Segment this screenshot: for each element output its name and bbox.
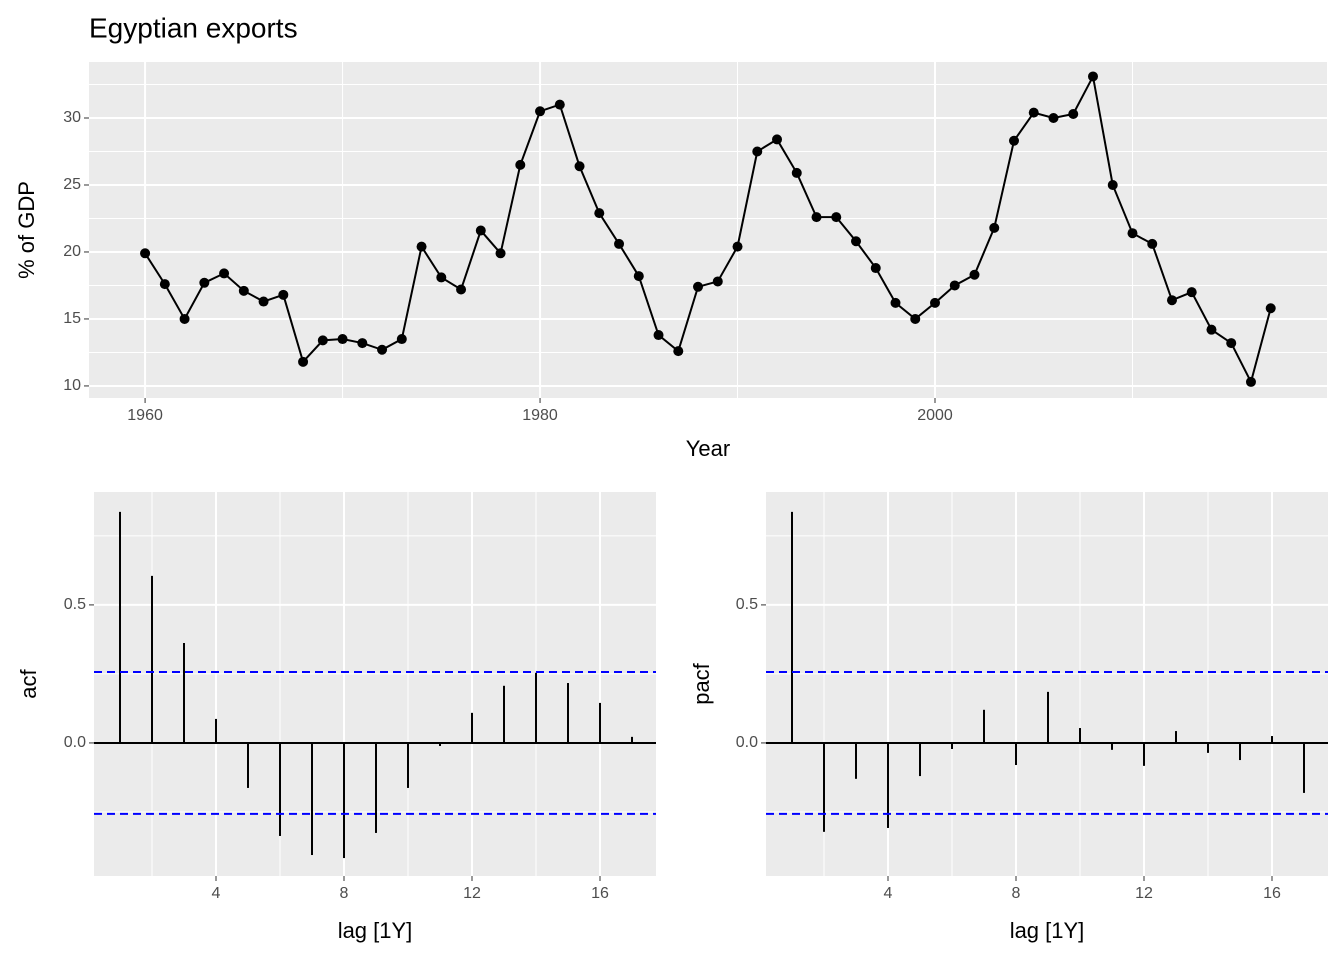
data-point xyxy=(791,167,802,178)
x-tick-label: 12 xyxy=(1135,885,1153,902)
data-point xyxy=(1206,324,1217,335)
data-point xyxy=(930,297,941,308)
data-point xyxy=(1127,228,1138,239)
x-tick-label: 12 xyxy=(463,885,481,902)
y-tick-label: 25 xyxy=(63,176,81,193)
data-point xyxy=(910,313,921,324)
data-point xyxy=(1068,108,1079,119)
data-point xyxy=(140,248,151,259)
data-point xyxy=(752,146,763,157)
y-tick-label: 30 xyxy=(63,109,81,126)
x-tick-label: 8 xyxy=(340,885,349,902)
y-tick-label: 20 xyxy=(63,243,81,260)
data-point xyxy=(594,208,605,219)
data-point xyxy=(772,134,783,145)
y-axis-label: % of GDP xyxy=(14,181,39,279)
x-tick-label: 4 xyxy=(212,885,221,902)
data-point xyxy=(851,236,862,247)
y-axis-label: acf xyxy=(16,668,41,698)
data-line xyxy=(144,73,1272,385)
data-point xyxy=(732,241,743,252)
data-point xyxy=(1245,376,1256,387)
data-point xyxy=(278,289,289,300)
data-point xyxy=(554,99,565,110)
data-point xyxy=(614,238,625,249)
x-axis-label: Year xyxy=(686,436,730,461)
data-point xyxy=(535,106,546,117)
x-tick-label: 2000 xyxy=(917,407,953,424)
y-tick-label: 0.5 xyxy=(736,596,758,613)
data-point xyxy=(456,284,467,295)
data-point xyxy=(159,279,170,290)
data-point xyxy=(475,225,486,236)
x-tick-label: 8 xyxy=(1012,885,1021,902)
data-point xyxy=(673,346,684,357)
data-point xyxy=(436,272,447,283)
data-point xyxy=(870,263,881,274)
data-point xyxy=(1265,303,1276,314)
data-point xyxy=(949,280,960,291)
data-point xyxy=(357,338,368,349)
x-axis-label: lag [1Y] xyxy=(338,918,413,943)
data-point xyxy=(1186,287,1197,298)
data-point xyxy=(416,241,427,252)
data-point xyxy=(238,285,249,296)
panel-background xyxy=(89,62,1327,398)
data-point xyxy=(574,161,585,172)
data-point xyxy=(1166,295,1177,306)
data-point xyxy=(317,335,328,346)
chart-title: Egyptian exports xyxy=(89,12,298,43)
data-point xyxy=(633,271,644,282)
y-tick-label: 10 xyxy=(63,377,81,394)
data-point xyxy=(1048,113,1059,123)
data-point xyxy=(1147,238,1158,249)
data-point xyxy=(515,159,526,170)
data-point xyxy=(1028,107,1039,118)
data-point xyxy=(890,297,901,308)
x-tick-label: 1960 xyxy=(127,407,163,424)
data-point xyxy=(693,281,704,292)
data-point xyxy=(811,212,822,223)
data-point xyxy=(1087,71,1098,82)
data-point xyxy=(199,277,210,288)
data-point xyxy=(712,276,723,287)
panel-background xyxy=(766,492,1328,876)
y-axis-label: pacf xyxy=(689,662,714,704)
data-point xyxy=(1226,338,1237,349)
y-tick-label: 15 xyxy=(63,310,81,327)
data-point xyxy=(179,313,190,324)
data-point xyxy=(653,330,664,341)
data-point xyxy=(969,269,980,280)
y-tick-label: 0.0 xyxy=(736,734,758,751)
data-point xyxy=(219,268,230,279)
data-point xyxy=(337,334,348,345)
data-point xyxy=(298,356,309,367)
data-point xyxy=(1008,135,1019,146)
data-point xyxy=(396,334,407,345)
x-tick-label: 16 xyxy=(591,885,609,902)
y-tick-label: 0.0 xyxy=(64,734,86,751)
data-point xyxy=(258,296,269,307)
data-point xyxy=(377,344,388,355)
x-tick-label: 1980 xyxy=(522,407,558,424)
x-tick-label: 16 xyxy=(1263,885,1281,902)
data-point xyxy=(831,212,842,223)
data-point xyxy=(1107,179,1118,190)
data-point xyxy=(495,248,506,259)
x-axis-label: lag [1Y] xyxy=(1010,918,1085,943)
x-tick-label: 4 xyxy=(884,885,893,902)
data-point xyxy=(989,222,1000,233)
y-tick-label: 0.5 xyxy=(64,596,86,613)
